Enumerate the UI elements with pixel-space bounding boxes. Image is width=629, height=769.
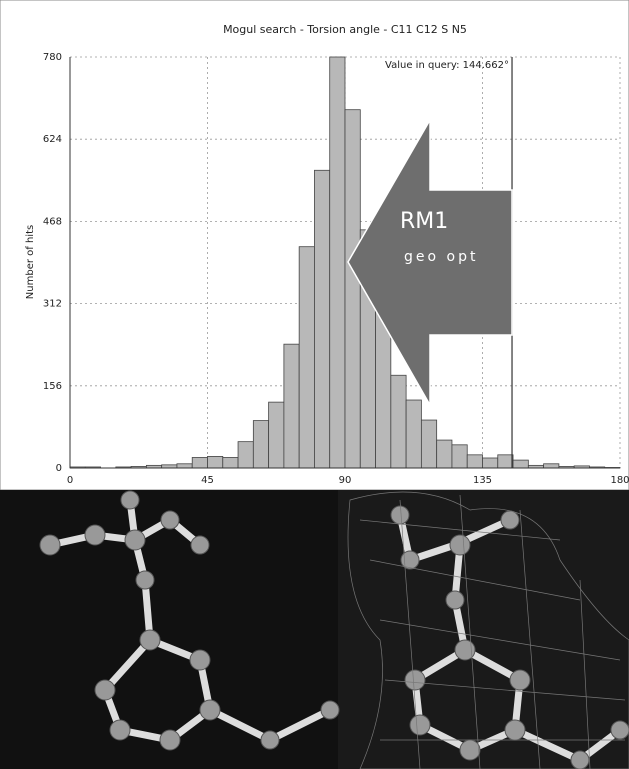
bar [483,458,498,468]
y-tick-label: 0 [56,463,62,474]
bar [238,442,253,468]
annotation: geo opt [404,249,478,265]
y-tick-label: 468 [43,216,62,227]
bar [544,464,559,468]
chart-title: Mogul search - Torsion angle - C11 C12 S… [223,23,467,36]
y-tick-label: 624 [43,134,62,145]
bar [208,456,223,468]
bar [452,445,467,468]
figure: Mogul search - Torsion angle - C11 C12 S… [0,0,629,769]
bar [192,457,207,468]
bar [299,247,314,468]
query-label: Value in query: 144.662° [385,60,509,71]
y-tick-label: 780 [43,52,62,63]
y-tick-label: 156 [43,381,62,392]
bar [284,344,299,468]
y-tick-label: 312 [43,299,62,310]
bar [421,420,436,468]
x-tick-label: 0 [67,475,73,486]
bar [406,400,421,468]
bar [253,421,268,468]
bar [314,170,329,468]
image-panel [0,490,338,769]
y-axis-label: Number of hits [25,225,36,299]
x-tick-label: 135 [473,475,492,486]
bar [467,455,482,468]
bar [513,460,528,468]
bar [223,457,238,468]
bar [177,464,192,468]
bar [345,110,360,468]
x-tick-label: 180 [610,475,629,486]
x-tick-label: 45 [201,475,214,486]
bar [269,402,284,468]
bar [391,375,406,468]
bar [437,440,452,468]
x-tick-label: 90 [339,475,352,486]
bar [498,455,513,468]
annotation: RM1 [400,209,448,234]
molecule-images [0,490,629,769]
bar [330,57,345,468]
